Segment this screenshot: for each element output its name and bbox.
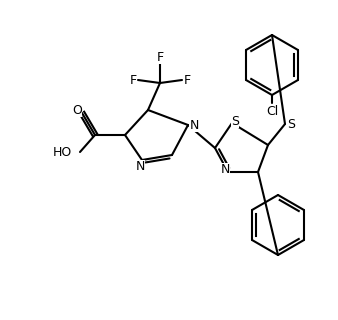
- Text: F: F: [184, 74, 191, 86]
- Text: F: F: [156, 51, 164, 63]
- Text: F: F: [129, 74, 137, 86]
- Text: S: S: [231, 115, 239, 127]
- Text: HO: HO: [53, 146, 72, 158]
- Text: N: N: [189, 118, 199, 132]
- Text: N: N: [220, 163, 230, 175]
- Text: N: N: [135, 159, 145, 172]
- Text: O: O: [72, 103, 82, 116]
- Text: S: S: [287, 117, 295, 131]
- Text: Cl: Cl: [266, 105, 278, 117]
